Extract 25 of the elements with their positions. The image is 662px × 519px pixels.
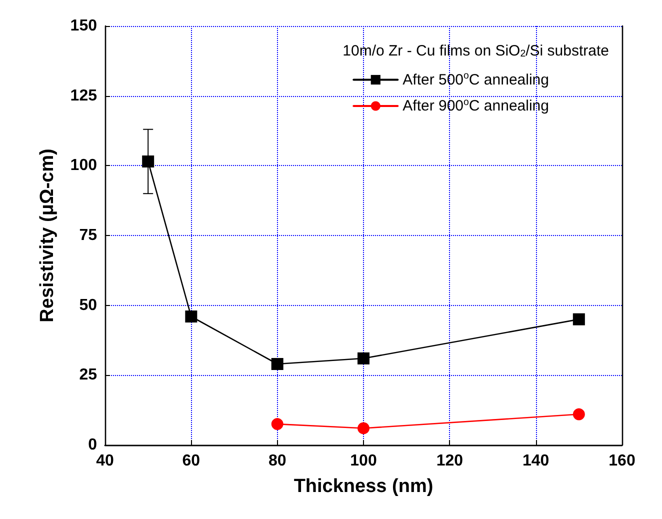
x-tick-label: 60 xyxy=(182,452,200,470)
y-tick-label: 100 xyxy=(70,157,98,174)
point xyxy=(572,408,585,420)
y-tick-label: 0 xyxy=(88,436,98,454)
x-tick-label: 100 xyxy=(350,452,377,470)
point xyxy=(185,310,198,323)
y-tick-label: 125 xyxy=(70,87,98,104)
point xyxy=(271,418,284,430)
point xyxy=(358,352,370,364)
y-tick-label: 150 xyxy=(70,18,98,34)
x-tick-label: 140 xyxy=(522,452,550,470)
point xyxy=(358,422,370,434)
point xyxy=(271,358,284,370)
x-tick-label: 160 xyxy=(608,452,636,470)
x-axis-title: Thickness (nm) xyxy=(294,476,434,497)
point xyxy=(572,313,585,326)
y-tick-label: 50 xyxy=(79,296,98,314)
legend-title: 10m/o Zr - Cu films on SiO2/Si substrate xyxy=(342,42,610,60)
point xyxy=(142,155,154,168)
x-tick-label: 120 xyxy=(436,452,464,470)
y-tick-label: 25 xyxy=(79,366,98,384)
y-tick-label: 75 xyxy=(79,227,98,244)
y-axis-title: Resistivity (μΩ-cm) xyxy=(37,148,58,322)
x-tick-label: 80 xyxy=(268,452,286,470)
x-tick-label: 40 xyxy=(96,452,114,470)
